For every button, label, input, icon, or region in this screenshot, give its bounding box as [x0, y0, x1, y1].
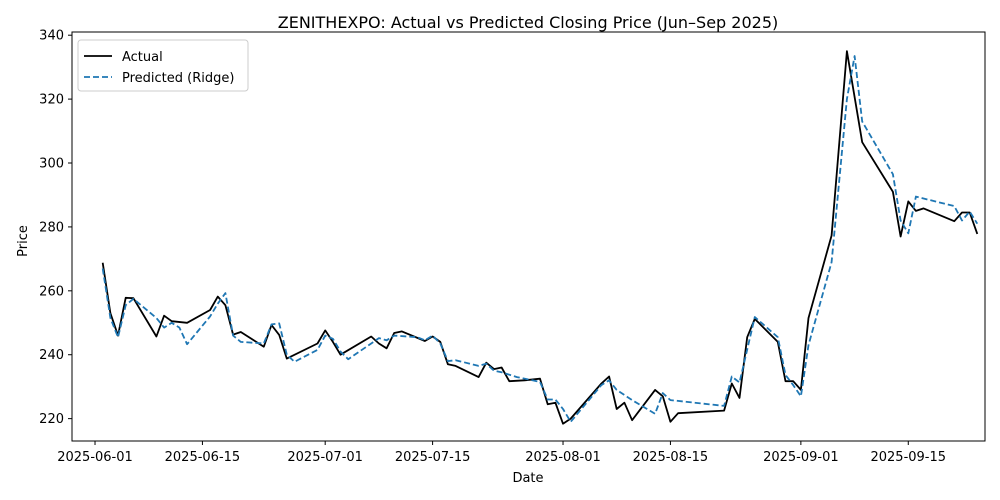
y-tick-label: 320: [39, 93, 64, 108]
x-tick-label: 2025-09-01: [763, 450, 839, 465]
x-tick-label: 2025-06-01: [57, 450, 133, 465]
x-tick-label: 2025-08-15: [633, 450, 709, 465]
legend-label-predicted: Predicted (Ridge): [122, 71, 234, 86]
series-line-actual: [101, 50, 979, 425]
y-tick-label: 340: [39, 29, 64, 44]
x-axis: 2025-06-01 2025-06-15 2025-07-01 2025-07-15…: [57, 441, 946, 465]
y-tick-label: 240: [39, 348, 64, 363]
x-tick-label: 2025-07-15: [395, 450, 471, 465]
x-tick-label: 2025-08-01: [525, 450, 601, 465]
y-tick-label: 280: [39, 220, 64, 235]
y-tick-label: 260: [39, 284, 64, 299]
plot-frame: [71, 31, 986, 442]
legend-label-actual: Actual: [122, 50, 163, 65]
legend-box: [77, 39, 249, 92]
y-axis: 220 240 260 280 300 320 340: [39, 29, 72, 427]
legend: Actual Predicted (Ridge): [77, 39, 249, 92]
plot-area: [101, 50, 979, 425]
chart-title: ZENITHEXPO: Actual vs Predicted Closing …: [278, 13, 779, 32]
series-line-predicted: [101, 55, 979, 423]
x-axis-label: Date: [512, 471, 543, 486]
x-tick-label: 2025-09-15: [870, 450, 946, 465]
y-tick-label: 300: [39, 157, 64, 172]
x-tick-label: 2025-06-15: [165, 450, 241, 465]
x-tick-label: 2025-07-01: [287, 450, 363, 465]
y-tick-label: 220: [39, 412, 64, 427]
y-axis-label: Price: [16, 225, 31, 257]
